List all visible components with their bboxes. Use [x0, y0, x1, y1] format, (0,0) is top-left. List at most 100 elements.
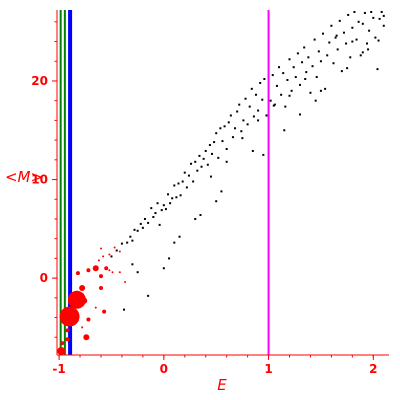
scatter-point	[330, 24, 333, 27]
scatter-point	[120, 242, 123, 245]
y-tick-label: 20	[31, 74, 48, 88]
scatter-point	[259, 81, 262, 84]
scatter-point	[334, 36, 337, 39]
scatter-point	[194, 160, 197, 163]
scatter-point	[282, 72, 285, 75]
scatter-point	[190, 162, 193, 165]
scatter-point	[283, 129, 286, 132]
x-tick-label: -1	[52, 362, 65, 376]
scatter-point	[202, 157, 205, 160]
scatter-point	[378, 17, 381, 20]
scatter-point	[284, 105, 287, 108]
scatter-point	[162, 204, 165, 207]
red-bubble	[81, 297, 88, 304]
scatter-point	[123, 308, 126, 311]
scatter-point	[361, 51, 364, 54]
red-bubble	[79, 284, 86, 291]
scatter-point	[269, 99, 272, 102]
scatter-point	[171, 197, 174, 200]
scatter-point	[231, 136, 234, 139]
scatter-point	[136, 229, 139, 232]
scatter-point	[223, 125, 226, 128]
scatter-point	[213, 141, 216, 144]
scatter-point	[347, 13, 350, 16]
scatter-point	[115, 249, 118, 252]
scatter-point	[382, 14, 385, 17]
scatter-point	[219, 127, 222, 130]
red-bubble	[81, 326, 84, 329]
scatter-point	[345, 42, 348, 45]
scatter-point	[208, 144, 211, 147]
red-bubble	[60, 341, 65, 346]
scatter-point	[273, 103, 276, 106]
scatter-point	[175, 196, 178, 199]
scatter-point	[251, 149, 254, 152]
scatter-point	[177, 182, 180, 185]
red-bubble	[65, 337, 70, 342]
scatter-point	[110, 255, 113, 258]
scatter-point	[335, 34, 338, 37]
red-bubble	[83, 334, 90, 341]
scatter-point	[133, 228, 136, 231]
red-bubble	[102, 255, 105, 258]
red-bubble	[57, 347, 66, 356]
scatter-point	[141, 226, 144, 229]
red-bubble	[113, 246, 116, 249]
scatter-point	[217, 156, 220, 159]
scatter-point	[286, 78, 289, 81]
scatter-point	[167, 193, 170, 196]
scatter-point	[158, 223, 161, 226]
red-bubble	[99, 247, 102, 250]
scatter-point	[173, 184, 176, 187]
scatter-point	[307, 56, 310, 59]
scatter-point	[367, 48, 370, 51]
scatter-point	[150, 207, 153, 210]
scatter-point	[342, 31, 345, 34]
scatter-point	[376, 68, 379, 71]
scatter-point	[298, 83, 301, 86]
scatter-point	[131, 239, 134, 242]
scatter-point	[238, 103, 241, 106]
y-tick-label: 10	[31, 173, 48, 187]
scatter-point	[221, 140, 224, 143]
scatter-point	[246, 123, 249, 126]
scatter-point	[139, 222, 142, 225]
red-bubble	[86, 268, 91, 273]
scatter-point	[156, 202, 159, 205]
scatter-point	[198, 154, 201, 157]
scatter-point	[355, 38, 358, 41]
scatter-point	[254, 93, 257, 96]
scatter-point	[242, 119, 245, 122]
scatter-point	[240, 130, 243, 133]
scatter-point	[314, 99, 317, 102]
scatter-point	[265, 114, 268, 117]
scatter-point	[178, 235, 181, 238]
scatter-point	[229, 114, 232, 117]
scatter-point	[346, 67, 349, 70]
scatter-point	[192, 180, 195, 183]
scatter-point	[305, 71, 308, 74]
red-bubble	[92, 265, 99, 272]
scatter-point	[370, 10, 373, 13]
scatter-point	[319, 60, 322, 63]
scatter-point	[211, 152, 214, 155]
red-bubble	[111, 271, 114, 274]
scatter-point	[319, 89, 322, 92]
red-bubble	[108, 269, 111, 272]
scatter-point	[326, 54, 329, 57]
scatter-point	[147, 221, 150, 224]
scatter-point	[169, 202, 172, 205]
scatter-point	[225, 160, 228, 163]
scatter-point	[315, 76, 318, 79]
y-axis-label: <M>	[5, 168, 43, 186]
scatter-point	[301, 61, 304, 64]
y-tick-label: 0	[40, 271, 48, 285]
scatter-point	[187, 174, 190, 177]
scatter-point	[328, 41, 331, 44]
red-bubble	[94, 306, 97, 309]
red-bubble	[104, 266, 109, 271]
scatter-point	[374, 36, 377, 39]
scatter-point	[271, 74, 274, 77]
scatter-point	[332, 62, 335, 65]
